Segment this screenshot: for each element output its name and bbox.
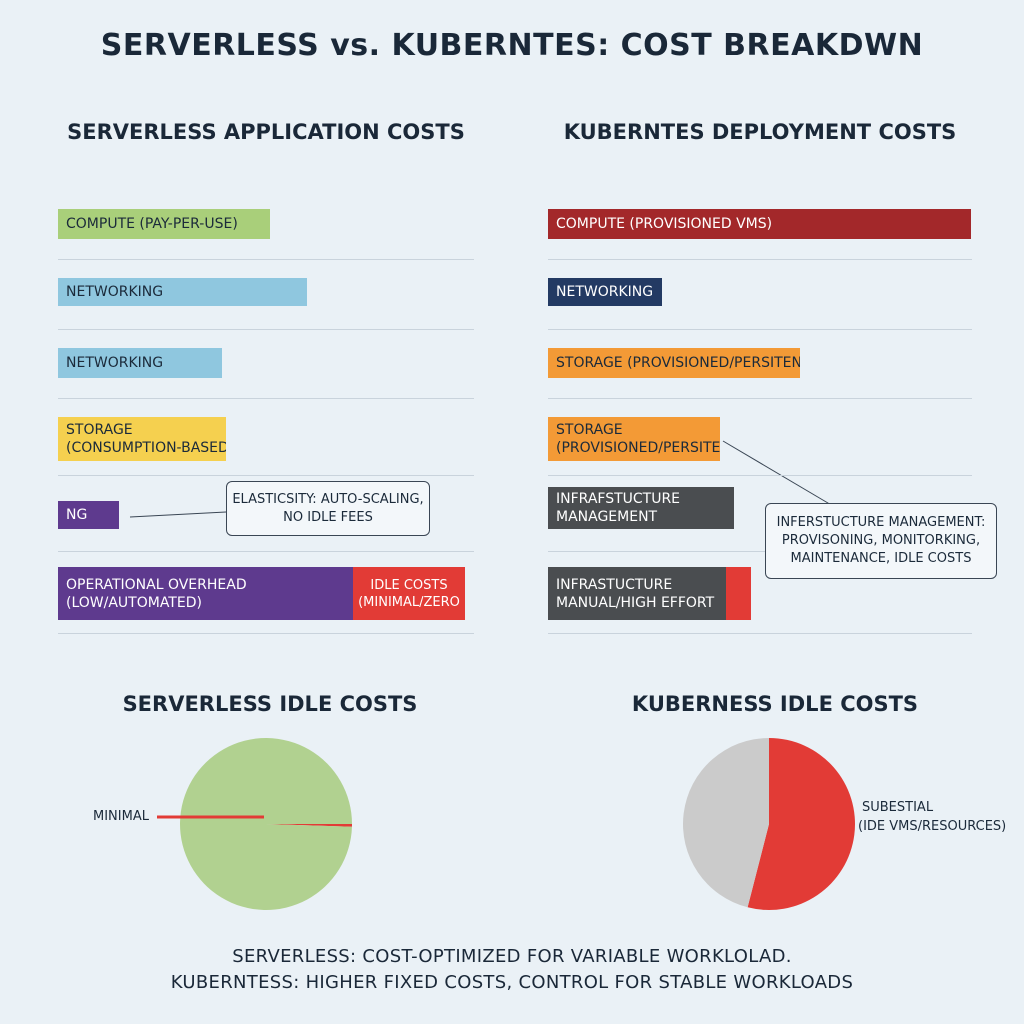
pie-slice-0 bbox=[266, 824, 352, 827]
callout-text: NO IDLE FEES bbox=[283, 509, 373, 525]
divider bbox=[548, 633, 972, 634]
divider bbox=[548, 329, 972, 330]
kubernetes-pie-title: KUBERNESS IDLE COSTS bbox=[631, 692, 919, 716]
elasticity-callout: ELASTICSITY: AUTO-SCALING, NO IDLE FEES bbox=[226, 481, 430, 536]
divider bbox=[58, 475, 474, 476]
kubernetes-bar-storage-2: STORAGE (PROVISIONED/PERSITENT bbox=[548, 417, 720, 461]
serverless-panel-title: SERVERLESS APPLICATION COSTS bbox=[67, 120, 465, 144]
bar-label: (CONSUMPTION-BASED) bbox=[66, 440, 226, 456]
pie-label-minimal: MINIMAL bbox=[93, 809, 149, 824]
divider bbox=[58, 633, 474, 634]
divider bbox=[58, 329, 474, 330]
kubernetes-bar-compute: COMPUTE (PROVISIONED VMS) bbox=[548, 209, 971, 239]
serverless-bar-networking-2: NETWORKING bbox=[58, 348, 222, 378]
footer-line-2: KUBERNTESS: HIGHER FIXED COSTS, CONTROL … bbox=[170, 972, 854, 993]
kubernetes-bar-infrastructure-manual: INFRASTUCTURE MANUAL/HIGH EFFORT bbox=[548, 567, 728, 620]
bar-label: COMPUTE (PROVISIONED VMS) bbox=[556, 216, 773, 232]
footer-line-1: SERVERLESS: COST-OPTIMIZED FOR VARIABLE … bbox=[232, 946, 792, 967]
kubernetes-bar-storage: STORAGE (PROVISIONED/PERSITENT bbox=[548, 348, 800, 378]
bar-label: (PROVISIONED/PERSITENT bbox=[556, 440, 720, 456]
bar-label: MANAGEMENT bbox=[556, 509, 658, 525]
bar-label: NETWORKING bbox=[66, 355, 164, 371]
bar-label: STORAGE (PROVISIONED/PERSITENT bbox=[556, 355, 800, 371]
pie-label-substantial-detail: (IDE VMS/RESOURCES) bbox=[858, 819, 1007, 834]
bar-label: MANUAL/HIGH EFFORT bbox=[556, 594, 715, 611]
divider bbox=[548, 259, 972, 260]
bar-label: OPERATIONAL OVERHEAD bbox=[66, 576, 247, 593]
segment-label: IDLE COSTS bbox=[370, 577, 448, 593]
bar-label: STORAGE bbox=[66, 422, 133, 438]
pie-slice-1 bbox=[180, 737, 352, 910]
callout-text: ELASTICSITY: AUTO-SCALING, bbox=[232, 491, 424, 507]
bar-label: STORAGE bbox=[556, 422, 623, 438]
page-title: SERVERLESS vs. KUBERNTES: COST BREAKDWN bbox=[100, 28, 924, 63]
bar-label: NETWORKING bbox=[556, 284, 654, 300]
kubernetes-bar-infrastructure-management: INFRAFSTUCTURE MANAGEMENT bbox=[548, 487, 734, 529]
infrastructure-callout: INFERSTUCTURE MANAGEMENT: PROVISONING, M… bbox=[765, 503, 997, 579]
pie-label-substantial: SUBESTIAL bbox=[862, 800, 934, 815]
segment-label: (MINIMAL/ZERO bbox=[358, 594, 460, 610]
bar-label: INFRAFSTUCTURE bbox=[556, 491, 681, 507]
divider bbox=[58, 551, 474, 552]
bar-label: NG bbox=[66, 507, 88, 523]
serverless-bar-ng: NG bbox=[58, 501, 119, 529]
divider bbox=[58, 259, 474, 260]
serverless-idle-costs-segment: IDLE COSTS (MINIMAL/ZERO bbox=[353, 567, 465, 620]
kubernetes-panel-title: KUBERNTES DEPLOYMENT COSTS bbox=[563, 120, 957, 144]
bar-label: (LOW/AUTOMATED) bbox=[66, 594, 202, 611]
pie-slice-1 bbox=[682, 738, 769, 908]
callout-leader-line bbox=[129, 511, 227, 518]
pie-slice-0 bbox=[747, 738, 855, 910]
divider bbox=[548, 551, 972, 552]
kubernetes-idle-pie bbox=[682, 738, 855, 910]
divider bbox=[548, 475, 972, 476]
serverless-bar-compute: COMPUTE (PAY-PER-USE) bbox=[58, 209, 270, 239]
divider bbox=[58, 398, 474, 399]
serverless-bar-networking: NETWORKING bbox=[58, 278, 307, 306]
callout-text: MAINTENANCE, IDLE COSTS bbox=[790, 551, 972, 566]
bar-label: COMPUTE (PAY-PER-USE) bbox=[66, 216, 238, 232]
bar-label: INFRASTUCTURE bbox=[556, 576, 673, 593]
bar-label: NETWORKING bbox=[66, 284, 164, 300]
callout-leader-line bbox=[722, 440, 834, 507]
serverless-bar-operational-overhead: OPERATIONAL OVERHEAD (LOW/AUTOMATED) bbox=[58, 567, 358, 620]
callout-text: INFERSTUCTURE MANAGEMENT: bbox=[776, 515, 986, 530]
divider bbox=[548, 398, 972, 399]
kubernetes-bar-networking: NETWORKING bbox=[548, 278, 662, 306]
callout-text: PROVISONING, MONITORKING, bbox=[781, 533, 981, 548]
serverless-bar-storage: STORAGE (CONSUMPTION-BASED) bbox=[58, 417, 226, 461]
serverless-pie-title: SERVERLESS IDLE COSTS bbox=[122, 692, 418, 716]
serverless-idle-pie bbox=[180, 737, 352, 910]
kubernetes-idle-costs-segment bbox=[726, 567, 751, 620]
